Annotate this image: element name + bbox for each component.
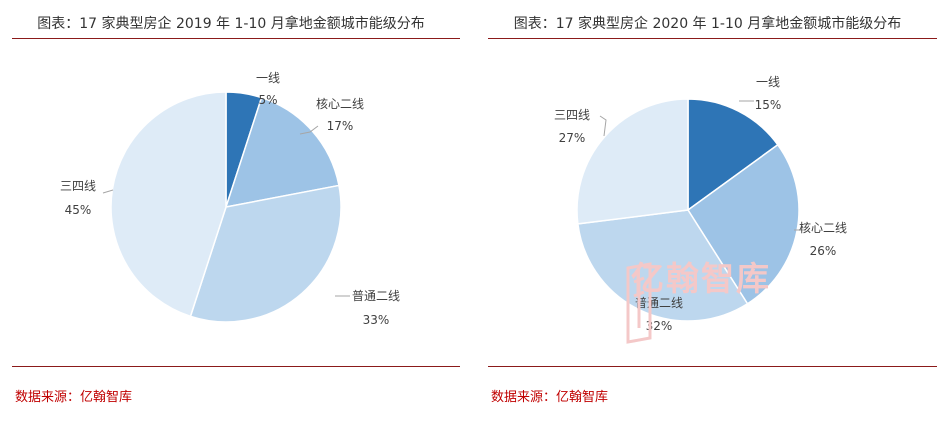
watermark-logo xyxy=(626,262,652,344)
chart-panel-2019: 图表：17 家典型房企 2019 年 1-10 月拿地金额城市能级分布 一线 5%… xyxy=(0,0,462,423)
slice-label-value: 32% xyxy=(646,319,673,333)
watermark-text: 亿翰智库 xyxy=(631,259,771,298)
chart-title: 图表：17 家典型房企 2019 年 1-10 月拿地金额城市能级分布 xyxy=(37,16,425,32)
slice-label-name: 核心二线 xyxy=(799,221,847,235)
source-note: 数据来源：亿翰智库 xyxy=(491,390,609,405)
slice-label-name: 一线 xyxy=(756,75,780,89)
slice-label-value: 33% xyxy=(363,313,390,327)
pie-slice-4 xyxy=(110,91,227,318)
pie-slice-2 xyxy=(686,143,800,305)
slice-label-name: 普通二线 xyxy=(352,289,400,303)
slice-label-value: 15% xyxy=(755,98,782,112)
pie-slice-4 xyxy=(576,98,689,225)
pie-slice-3 xyxy=(189,184,342,323)
slice-label-value: 17% xyxy=(327,119,354,133)
footer-rule xyxy=(12,366,460,367)
leader-line xyxy=(599,115,607,137)
slice-label-name: 三四线 xyxy=(60,179,96,193)
slice-label-value: 27% xyxy=(559,131,586,145)
leader-line xyxy=(299,125,319,135)
slice-label-value: 26% xyxy=(810,244,837,258)
pie-slice-3 xyxy=(577,209,749,322)
slice-label-name: 一线 xyxy=(256,71,280,85)
pie-chart-2020: 一线 15% 核心二线 26% 普通二线 32% 三四线 27% xyxy=(554,75,847,333)
pie-slice-2 xyxy=(224,96,340,208)
source-note: 数据来源：亿翰智库 xyxy=(15,390,133,405)
chart-title: 图表：17 家典型房企 2020 年 1-10 月拿地金额城市能级分布 xyxy=(513,16,902,32)
title-rule xyxy=(12,38,460,39)
pie-chart-2019: 一线 5% 核心二线 17% 普通二线 33% 三四线 45% xyxy=(60,71,400,327)
slice-label-value: 45% xyxy=(65,203,92,217)
chart-panel-2020: 图表：17 家典型房企 2020 年 1-10 月拿地金额城市能级分布 一线 15… xyxy=(476,0,939,423)
slice-label-name: 普通二线 xyxy=(635,296,683,310)
pie-slice-1 xyxy=(687,98,779,212)
footer-rule xyxy=(488,366,937,367)
title-rule xyxy=(488,38,937,39)
leader-line xyxy=(102,189,114,194)
slice-label-name: 三四线 xyxy=(554,108,590,122)
slice-label-value: 5% xyxy=(258,93,277,107)
slice-label-name: 核心二线 xyxy=(316,97,364,111)
